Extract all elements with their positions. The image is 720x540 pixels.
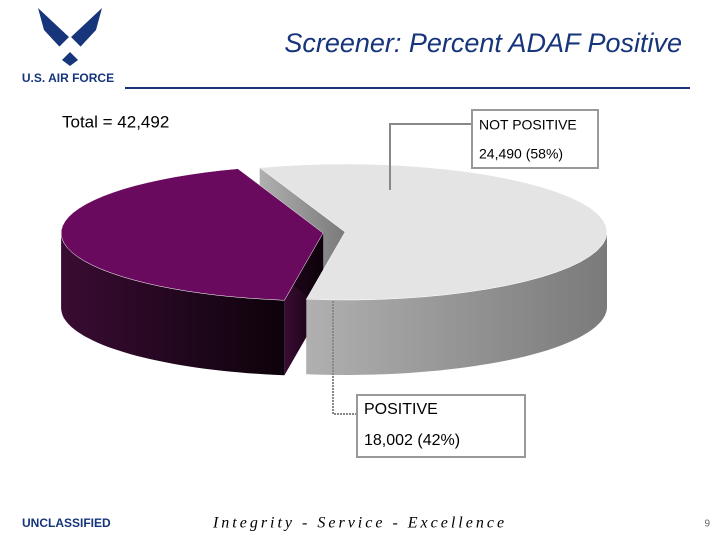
- leader-line: [389, 123, 472, 190]
- pie: [60, 163, 608, 376]
- logo-text: U.S. AIR FORCE: [22, 71, 114, 85]
- chart-title: Screener: Percent ADAF Positive: [284, 28, 682, 58]
- slice: [60, 168, 324, 301]
- label-box: [471, 109, 599, 169]
- label-box: [356, 394, 526, 458]
- slice-label: NOT POSITIVE: [479, 117, 577, 133]
- page-number: 9: [704, 519, 710, 530]
- total-label: Total = 42,492: [62, 112, 169, 131]
- leader-line: [332, 300, 357, 415]
- slice: [259, 163, 608, 301]
- logo: U.S. AIR FORCE: [22, 8, 114, 85]
- slice-side: [306, 232, 607, 375]
- classification: UNCLASSIFIED: [22, 516, 111, 530]
- slice-label: POSITIVE: [364, 401, 438, 418]
- slice-side: [61, 233, 285, 376]
- value-label: 18,002 (42%): [364, 432, 460, 449]
- motto: Integrity - Service - Excellence: [212, 515, 507, 532]
- value-label: 24,490 (58%): [479, 146, 563, 162]
